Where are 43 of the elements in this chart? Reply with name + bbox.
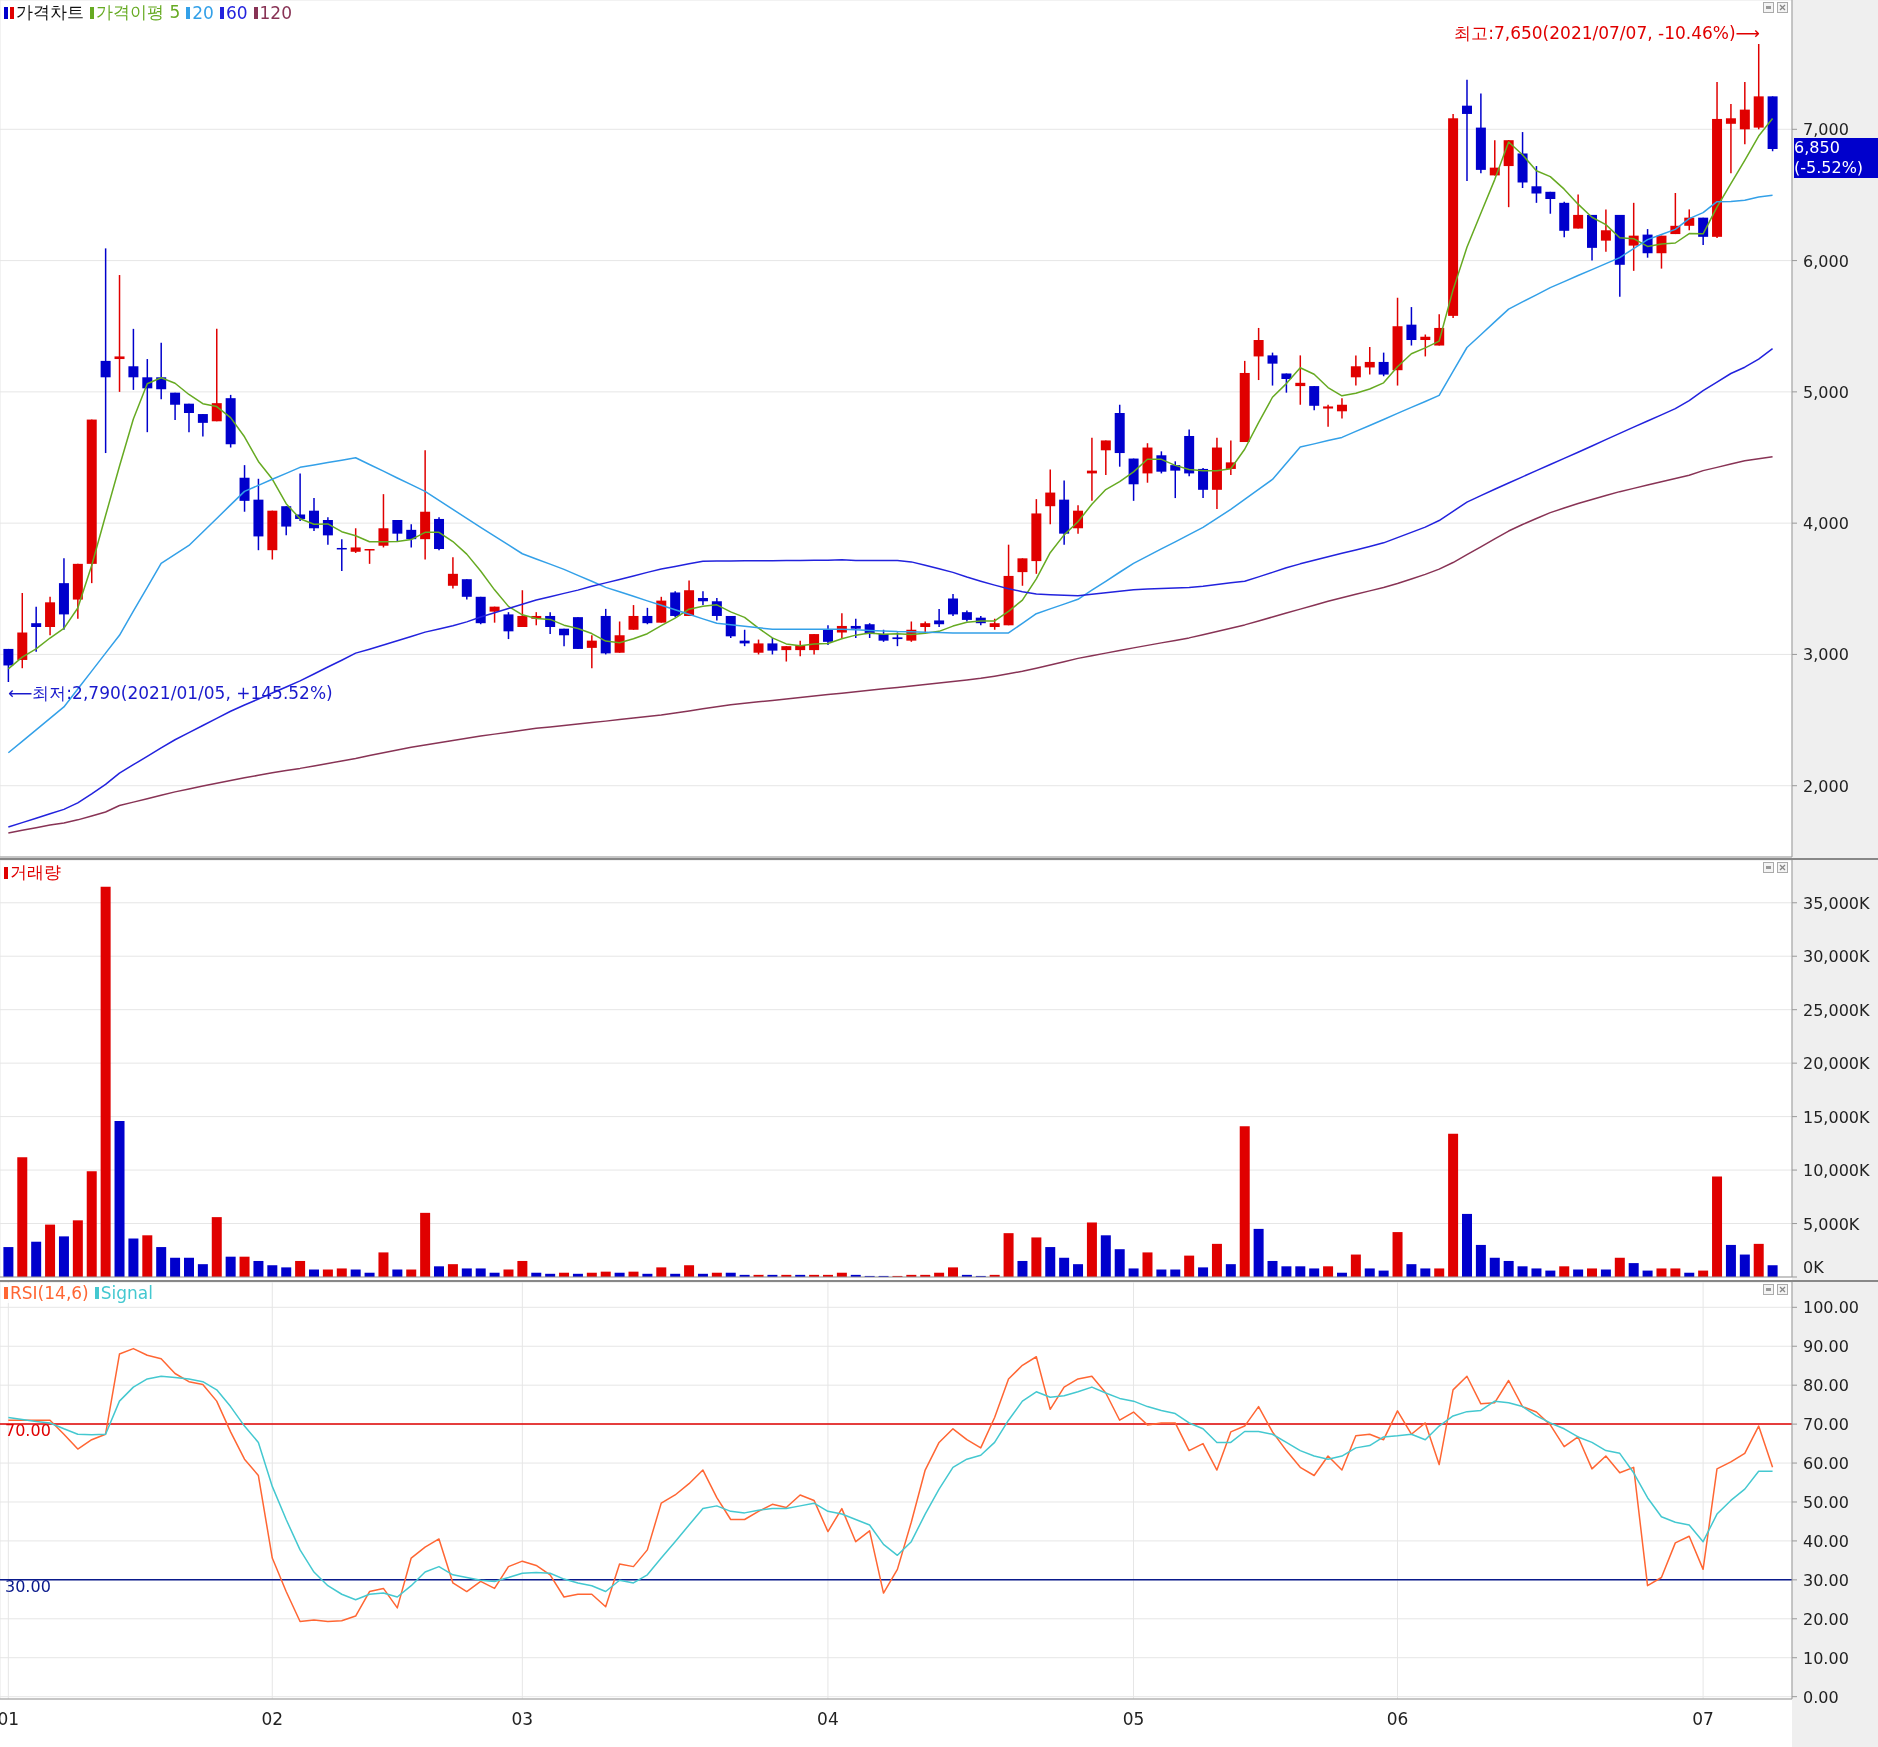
- y-tick-label: 80.00: [1803, 1376, 1849, 1396]
- x-tick-label: 06: [1386, 1709, 1409, 1730]
- y-tick-label: 70.00: [1803, 1415, 1849, 1435]
- y-tick-label: 10.00: [1803, 1648, 1849, 1668]
- x-tick-label: 07: [1692, 1709, 1714, 1730]
- y-tick-label: 25,000K: [1803, 1000, 1870, 1020]
- y-tick-label: 30,000K: [1803, 947, 1870, 967]
- y-tick-label: 50.00: [1803, 1492, 1849, 1512]
- y-tick-label: 2,000: [1803, 776, 1849, 796]
- y-tick-label: 4,000: [1803, 514, 1849, 534]
- y-tick-label: 100.00: [1803, 1298, 1859, 1318]
- legend-label: 120: [258, 2, 292, 23]
- y-tick-label: 3,000: [1803, 645, 1849, 665]
- y-tick-label: 40.00: [1803, 1531, 1849, 1551]
- y-tick-label: 15,000K: [1803, 1107, 1870, 1127]
- x-tick-label: 04: [817, 1709, 839, 1730]
- x-tick-label: 03: [511, 1709, 534, 1730]
- legend-label: 60: [224, 2, 248, 23]
- x-tick-label: 02: [261, 1709, 284, 1730]
- y-tick-label: 6,000: [1803, 251, 1849, 271]
- text: 6,850 (-5.52%): [1794, 138, 1878, 178]
- annotation: 최고:7,650(2021/07/07, -10.46%)⟶: [1454, 22, 1760, 45]
- y-tick-label: 35,000K: [1803, 893, 1870, 913]
- y-tick-label: 5,000K: [1803, 1214, 1860, 1234]
- y-tick-label: 90.00: [1803, 1337, 1849, 1357]
- y-tick-label: 30.00: [1803, 1570, 1849, 1590]
- legend-label: 가격차트: [15, 1, 84, 24]
- y-tick-label: 0.00: [1803, 1687, 1839, 1707]
- y-tick-label: 60.00: [1803, 1454, 1849, 1474]
- legend-label: Signal: [99, 1283, 153, 1303]
- y-tick-label: 7,000: [1803, 120, 1849, 140]
- ref-line-label: 70.00: [5, 1421, 51, 1441]
- ref-line-label: 30.00: [5, 1577, 51, 1597]
- x-tick-label: 05: [1122, 1709, 1145, 1730]
- legend-label: 거래량: [4, 861, 61, 884]
- legend-label: 20: [191, 2, 214, 23]
- y-tick-label: 20,000K: [1803, 1054, 1870, 1074]
- legend-label: 가격이평 5: [95, 1, 181, 24]
- y-tick-label: 20.00: [1803, 1609, 1849, 1629]
- y-tick-label: 5,000: [1803, 382, 1849, 402]
- y-tick-label: 10,000K: [1803, 1161, 1870, 1181]
- legend-label: RSI(14,6): [9, 1283, 89, 1303]
- y-tick-label: 0K: [1803, 1258, 1825, 1277]
